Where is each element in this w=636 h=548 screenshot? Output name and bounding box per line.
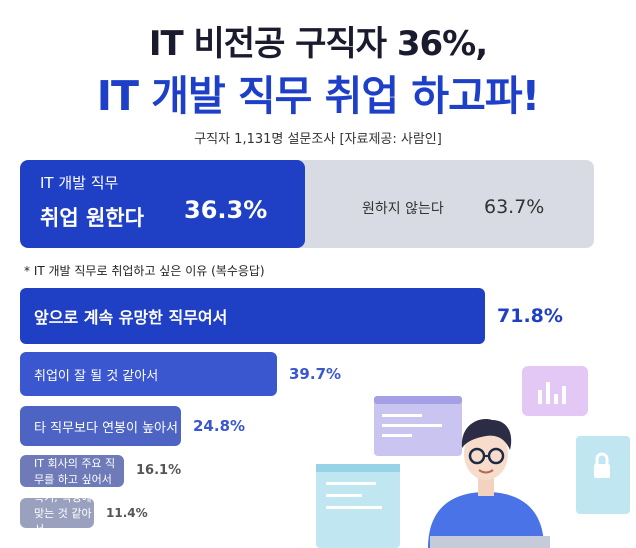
person-head xyxy=(464,428,508,480)
split-yes-segment: IT 개발 직무 취업 원한다 36.3% xyxy=(20,160,305,248)
reason-label: IT 회사의 주요 직무를 하고 싶어서 xyxy=(34,457,116,486)
split-no-label: 원하지 않는다 xyxy=(362,201,444,217)
reason-label: 앞으로 계속 유망한 직무여서 xyxy=(34,308,228,327)
title-line2: IT 개발 직무 취업 하고파! xyxy=(96,72,541,120)
reason-value: 71.8% xyxy=(497,304,563,327)
reason-value: 11.4% xyxy=(106,505,148,520)
reason-bar: IT 회사의 주요 직무를 하고 싶어서 xyxy=(20,455,124,487)
reason-label: 타 직무보다 연봉이 높아서 xyxy=(34,420,178,436)
reason-value: 24.8% xyxy=(193,417,246,435)
reason-bar: 앞으로 계속 유망한 직무여서 xyxy=(20,288,485,344)
source-text: 구직자 1,131명 설문조사 [자료제공: 사람인] xyxy=(194,132,442,147)
reason-bar: 타 직무보다 연봉이 높아서 xyxy=(20,406,181,446)
developer-illustration xyxy=(316,366,630,548)
split-yes-value: 36.3% xyxy=(184,196,268,224)
laptop xyxy=(430,536,550,548)
reason-label: 특기, 적성에 맞는 것 같아서 xyxy=(34,491,92,536)
split-bar: IT 개발 직무 취업 원한다 36.3% 원하지 않는다 63.7% xyxy=(20,160,594,248)
reason-bar: 특기, 적성에 맞는 것 같아서 xyxy=(20,491,94,536)
person-body xyxy=(428,492,544,548)
chart-note: * IT 개발 직무로 취업하고 싶은 이유 (복수응답) xyxy=(24,264,265,278)
split-yes-label-line1: IT 개발 직무 xyxy=(40,174,119,192)
split-yes-label-line2: 취업 원한다 xyxy=(40,206,144,230)
chart-icon-panel xyxy=(522,366,588,416)
lock-icon xyxy=(594,464,610,478)
reason-value: 16.1% xyxy=(136,463,182,479)
title-line1: IT 비전공 구직자 36%, xyxy=(148,24,488,64)
split-no-value: 63.7% xyxy=(484,196,545,218)
reason-label: 취업이 잘 될 것 같아서 xyxy=(34,368,159,384)
reason-value: 39.7% xyxy=(289,365,342,383)
chart-icon xyxy=(538,390,542,404)
reason-bar: 취업이 잘 될 것 같아서 xyxy=(20,352,277,396)
